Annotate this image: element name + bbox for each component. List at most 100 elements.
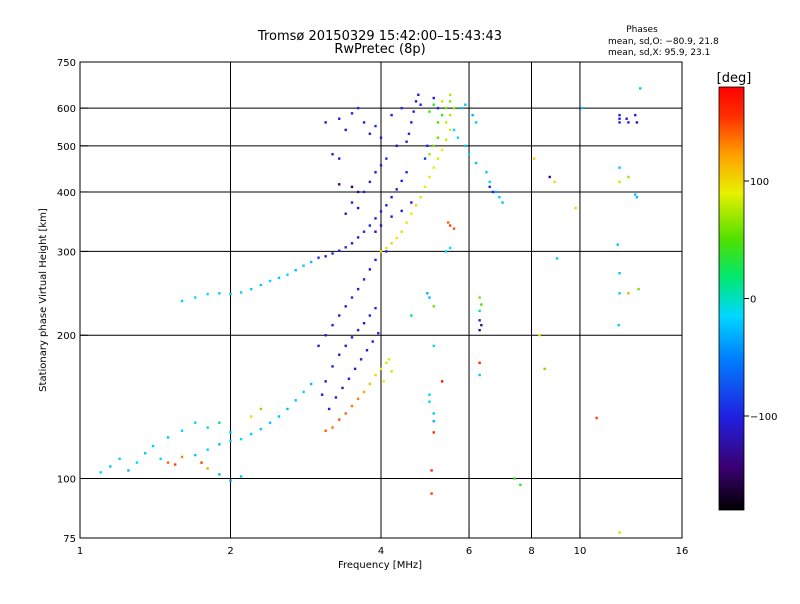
data-point	[478, 328, 481, 332]
data-point	[428, 153, 431, 156]
data-point	[239, 437, 243, 441]
x-tick-label: 10	[574, 546, 587, 557]
data-point	[368, 132, 372, 135]
data-point	[478, 309, 481, 313]
data-point	[385, 361, 388, 365]
data-point	[374, 373, 377, 377]
data-point	[405, 171, 408, 174]
data-point	[440, 148, 444, 152]
data-point	[379, 367, 383, 371]
data-point	[555, 257, 559, 260]
data-point	[362, 278, 366, 281]
data-point	[379, 210, 383, 213]
data-point	[637, 287, 640, 291]
data-point	[385, 250, 388, 253]
data-point	[151, 444, 155, 448]
data-point	[432, 103, 435, 106]
data-point	[109, 465, 112, 468]
x-tick-label: 16	[676, 546, 689, 557]
data-point	[356, 236, 360, 239]
x-axis: 1 2 4 6 8 10 16	[77, 530, 689, 557]
data-point	[350, 185, 354, 189]
data-point	[452, 128, 456, 132]
data-point	[618, 292, 621, 295]
data-point	[574, 206, 577, 210]
data-point	[387, 358, 391, 361]
data-point	[356, 190, 360, 194]
y-tick-label: 100	[57, 475, 76, 486]
data-point	[635, 121, 639, 124]
data-point	[532, 157, 536, 160]
data-point	[374, 258, 377, 262]
data-point	[206, 292, 209, 296]
data-point	[474, 161, 478, 165]
data-point	[635, 195, 639, 199]
data-point	[395, 236, 398, 240]
data-point	[338, 418, 341, 421]
y-axis: 75 100 200 300 400 500 600 750	[57, 58, 88, 545]
data-point	[324, 380, 327, 383]
data-point	[444, 121, 448, 124]
data-point	[377, 331, 380, 335]
data-point	[338, 117, 341, 120]
colorbar-tick-label: 0	[750, 295, 756, 306]
data-point	[379, 250, 383, 253]
data-point	[432, 344, 435, 348]
data-point	[331, 153, 334, 156]
data-point	[410, 121, 413, 124]
data-point	[432, 419, 435, 423]
data-point	[432, 96, 435, 100]
data-point	[410, 314, 413, 317]
data-point	[419, 195, 422, 199]
data-point	[180, 429, 184, 432]
data-point	[478, 361, 481, 365]
data-point	[356, 206, 360, 210]
data-point	[485, 171, 488, 174]
data-point	[478, 296, 481, 299]
data-point	[374, 230, 377, 233]
data-point	[249, 432, 253, 436]
data-point	[180, 455, 184, 459]
data-point	[362, 390, 366, 394]
data-point	[338, 249, 341, 252]
data-point	[436, 157, 440, 160]
chart-title: Tromsø 20150329 15:42:00–15:43:43	[257, 29, 502, 44]
x-tick-label: 6	[466, 546, 472, 557]
data-point	[436, 106, 440, 110]
data-point	[488, 180, 491, 184]
data-point	[430, 469, 433, 472]
data-point	[362, 230, 366, 233]
data-point	[127, 469, 130, 472]
data-point	[206, 467, 209, 470]
data-point	[390, 113, 393, 117]
data-point	[436, 121, 440, 124]
data-point	[400, 230, 403, 233]
data-point	[334, 396, 338, 399]
data-point	[618, 113, 621, 117]
data-point	[344, 344, 347, 348]
data-point	[218, 473, 221, 476]
data-point	[432, 412, 435, 415]
data-point	[359, 358, 363, 361]
data-point	[432, 305, 435, 308]
data-point	[368, 224, 372, 227]
data-point	[294, 399, 297, 402]
data-point	[350, 296, 354, 299]
data-point	[580, 106, 584, 110]
data-point	[412, 110, 415, 113]
data-point	[495, 190, 498, 194]
data-point	[324, 429, 327, 432]
data-point	[99, 471, 102, 474]
colorbar	[718, 86, 745, 511]
data-point	[390, 195, 393, 199]
data-point	[331, 365, 334, 368]
data-point	[436, 136, 440, 139]
data-point	[379, 136, 383, 139]
x-tick-label: 1	[77, 546, 83, 557]
data-point	[417, 93, 420, 96]
x-tick-label: 4	[378, 546, 384, 557]
data-point	[634, 193, 637, 196]
data-point	[229, 479, 232, 482]
colorbar-tick-label: −100	[750, 412, 777, 423]
